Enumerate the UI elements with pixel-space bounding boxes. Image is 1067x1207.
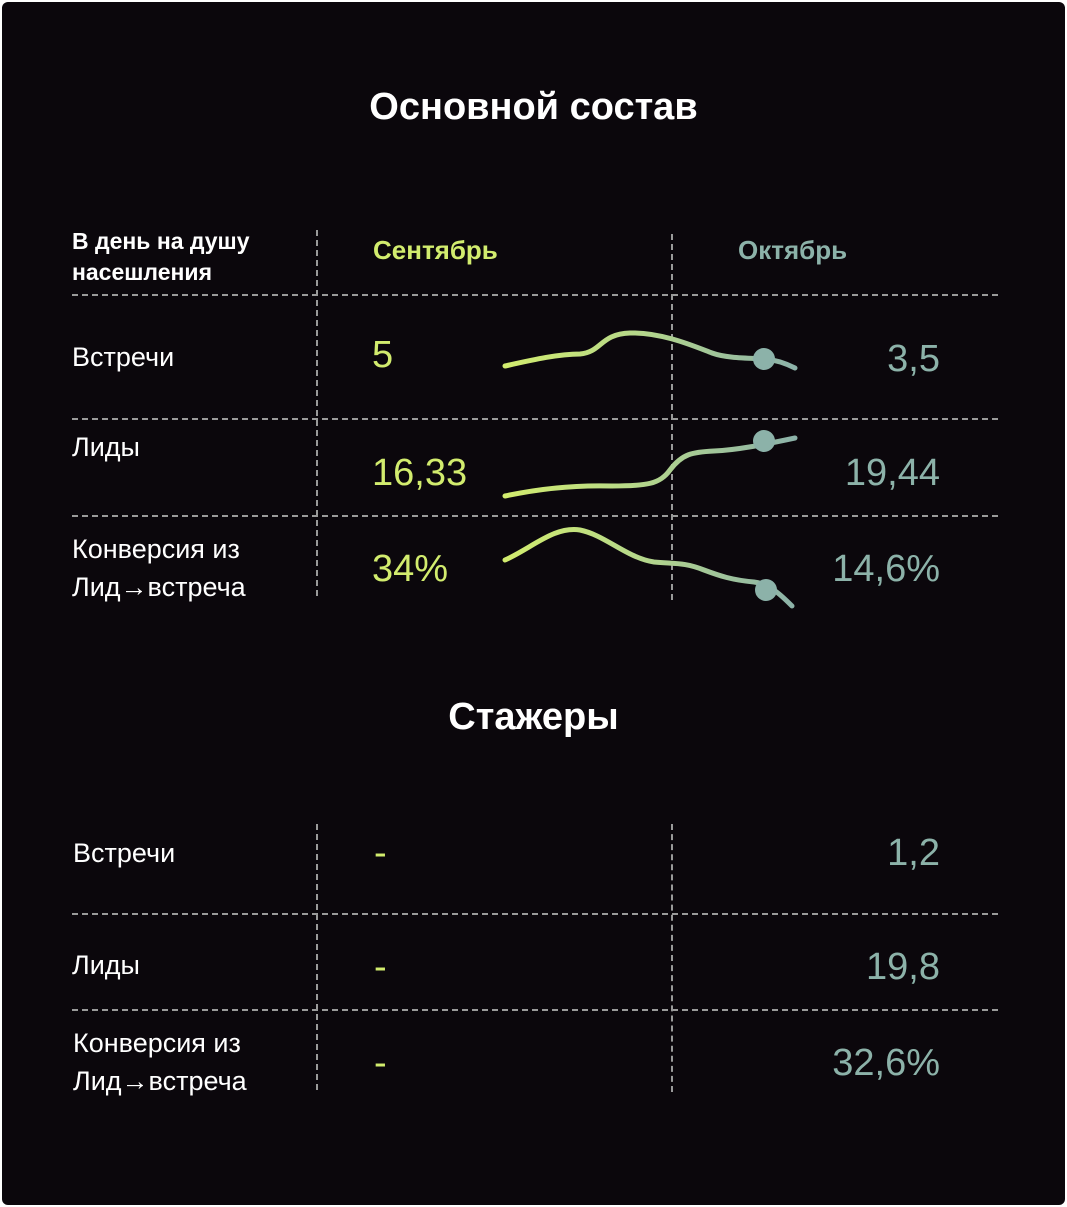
value-october-leads: 19,44 [844, 452, 940, 494]
main-section-title: Основной состав [369, 86, 698, 128]
row-label-conversion: Конверсия из Лид→встреча [72, 534, 246, 602]
divider-horizontal [72, 294, 998, 296]
divider-horizontal [72, 515, 998, 517]
intern-row-label-leads: Лиды [72, 950, 140, 980]
sparkline-leads [502, 435, 798, 499]
intern-section-title: Стажеры [448, 696, 619, 738]
sparkline-meetings [502, 330, 798, 371]
intern-value-october-conversion: 32,6% [832, 1042, 940, 1084]
divider-horizontal [72, 913, 998, 915]
sparkline-conversion-point [755, 579, 777, 601]
intern-value-september-conversion: - [374, 1042, 387, 1084]
divider-horizontal [72, 1009, 998, 1011]
intern-row-label-conversion: Конверсия из Лид→встреча [73, 1028, 247, 1096]
divider-vertical-2 [671, 234, 673, 600]
value-september-leads: 16,33 [372, 452, 468, 494]
header-label: В день на душу насешления [72, 228, 250, 285]
sparkline-conversion [502, 527, 795, 609]
intern-row-label-meetings: Встречи [73, 838, 176, 868]
column-header-september: Сентябрь [373, 235, 498, 265]
value-september-meetings: 5 [372, 334, 394, 376]
value-october-meetings: 3,5 [887, 338, 940, 380]
divider-vertical-1 [316, 824, 318, 1090]
value-september-conversion: 34% [372, 548, 449, 590]
divider-horizontal [72, 418, 998, 420]
intern-value-october-leads: 19,8 [866, 946, 940, 988]
divider-vertical-2 [671, 824, 673, 1092]
column-header-october: Октябрь [738, 235, 848, 265]
intern-value-october-meetings: 1,2 [887, 832, 940, 874]
sparkline-leads-point [753, 430, 775, 452]
intern-value-september-leads: - [374, 946, 387, 988]
value-october-conversion: 14,6% [832, 548, 940, 590]
intern-value-september-meetings: - [374, 832, 387, 874]
row-label-leads: Лиды [72, 432, 140, 462]
row-label-meetings: Встречи [72, 342, 175, 372]
divider-vertical-1 [316, 230, 318, 596]
sparkline-meetings-point [753, 348, 775, 370]
